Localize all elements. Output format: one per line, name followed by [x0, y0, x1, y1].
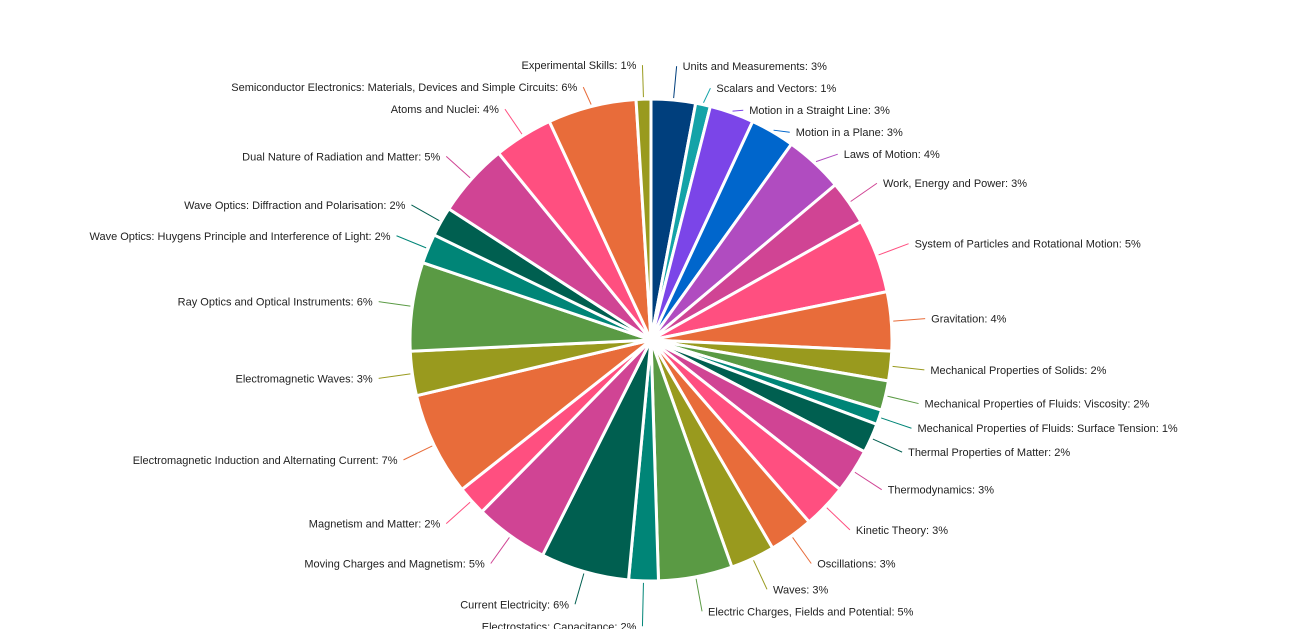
- leader-line: [893, 318, 926, 322]
- leader-line: [396, 235, 427, 249]
- leader-line: [445, 156, 471, 179]
- slice-label: Electric Charges, Fields and Potential: …: [708, 606, 914, 618]
- leader-line: [490, 537, 510, 564]
- slice-label: Mechanical Properties of Solids: 2%: [930, 365, 1106, 377]
- leader-line: [872, 438, 903, 453]
- slice-label: Thermal Properties of Matter: 2%: [908, 447, 1070, 459]
- leader-line: [815, 153, 838, 163]
- slices: [408, 97, 894, 583]
- slice-label: Waves: 3%: [773, 584, 828, 596]
- slice-label: Wave Optics: Diffraction and Polarisatio…: [184, 200, 406, 212]
- leader-line: [403, 445, 433, 461]
- slice-label: Magnetism and Matter: 2%: [309, 519, 441, 531]
- leader-line: [753, 560, 768, 590]
- leader-line: [641, 582, 644, 627]
- slice-label: Moving Charges and Magnetism: 5%: [304, 558, 485, 570]
- pie-slice[interactable]: [634, 97, 653, 341]
- slice-label: Electrostatics: Capacitance: 2%: [482, 621, 637, 629]
- leader-line: [854, 471, 882, 491]
- slice-label: Electromagnetic Waves: 3%: [236, 373, 373, 385]
- slice-label: Mechanical Properties of Fluids: Viscosi…: [925, 399, 1150, 411]
- leader-line: [445, 501, 471, 524]
- slice-label: Wave Optics: Huygens Principle and Inter…: [89, 231, 390, 243]
- slice-label: Experimental Skills: 1%: [522, 60, 637, 72]
- slice-label: System of Particles and Rotational Motio…: [915, 239, 1141, 251]
- leader-line: [411, 204, 440, 222]
- slice-label: Work, Energy and Power: 3%: [883, 178, 1027, 190]
- slice-label: Mechanical Properties of Fluids: Surface…: [917, 423, 1177, 435]
- slice-label: Thermodynamics: 3%: [888, 485, 995, 497]
- leader-line: [878, 243, 909, 256]
- leader-line: [892, 365, 925, 371]
- slice-label: Units and Measurements: 3%: [683, 61, 828, 73]
- leader-line: [673, 66, 678, 99]
- leader-line: [378, 301, 411, 307]
- pie-slice[interactable]: [414, 338, 652, 492]
- slice-label: Oscillations: 3%: [817, 558, 895, 570]
- labels: Units and Measurements: 3% Scalars and Ve…: [89, 60, 1177, 629]
- leader-line: [792, 537, 812, 564]
- slice-label: Current Electricity: 6%: [460, 599, 569, 611]
- leader-line: [732, 109, 744, 112]
- slice-label: Motion in a Straight Line: 3%: [749, 105, 890, 117]
- slice-label: Dual Nature of Radiation and Matter: 5%: [242, 151, 440, 163]
- leader-line: [826, 507, 851, 531]
- slice-label: Scalars and Vectors: 1%: [716, 83, 836, 95]
- leader-line: [773, 129, 790, 133]
- slice-label: Kinetic Theory: 3%: [856, 525, 948, 537]
- leader-line: [582, 86, 592, 105]
- leader-line: [574, 573, 585, 605]
- leader-line: [850, 182, 878, 202]
- leader-line: [887, 395, 919, 405]
- leader-line: [641, 65, 644, 98]
- leader-line: [880, 417, 912, 429]
- leader-line: [695, 578, 703, 612]
- slice-label: Semiconductor Electronics: Materials, De…: [231, 82, 577, 94]
- slice-label: Electromagnetic Induction and Alternatin…: [133, 455, 398, 467]
- leader-line: [378, 373, 411, 379]
- leader-line: [504, 108, 523, 135]
- slice-label: Atoms and Nuclei: 4%: [391, 104, 499, 116]
- leader-line: [703, 87, 711, 103]
- slice-label: Motion in a Plane: 3%: [796, 127, 903, 139]
- slice-label: Ray Optics and Optical Instruments: 6%: [178, 297, 373, 309]
- slice-label: Gravitation: 4%: [931, 314, 1006, 326]
- slice-label: Laws of Motion: 4%: [844, 149, 940, 161]
